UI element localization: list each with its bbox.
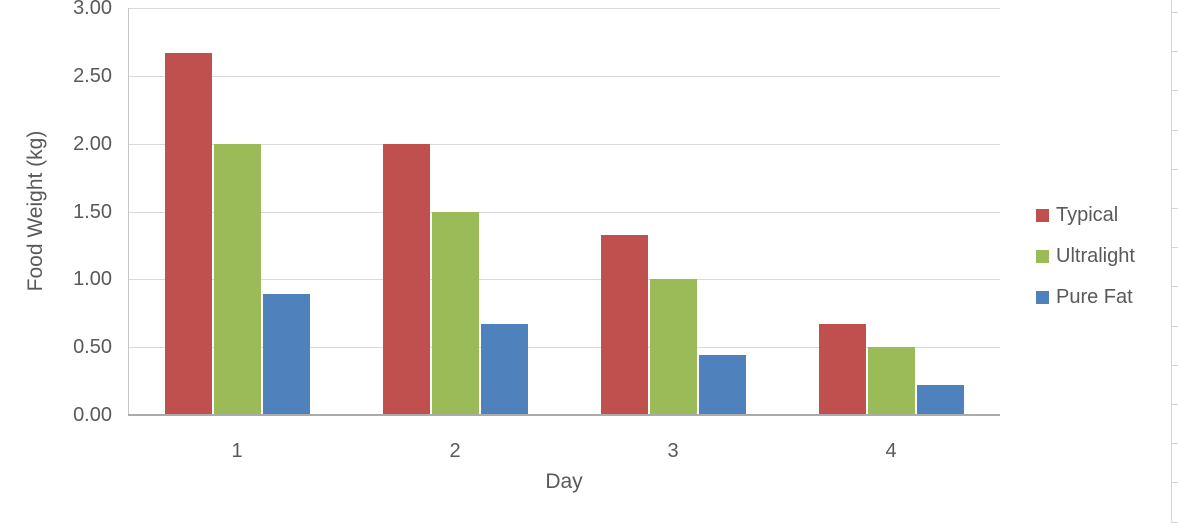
y-tick-label: 1.50 <box>73 201 112 223</box>
gridline <box>128 212 1000 213</box>
legend-swatch-icon <box>1036 291 1049 304</box>
sheet-row-gridline <box>1172 12 1178 13</box>
bar-ultralight-day-3 <box>650 279 697 415</box>
sheet-row-gridline <box>1172 208 1178 209</box>
legend-item: Typical <box>1036 195 1135 236</box>
legend-item: Pure Fat <box>1036 277 1135 318</box>
x-axis-title: Day <box>545 470 583 493</box>
legend-swatch-icon <box>1036 209 1049 222</box>
y-tick-label: 1.00 <box>73 268 112 290</box>
y-tick-label: 2.00 <box>73 133 112 155</box>
sheet-row-gridline <box>1172 247 1178 248</box>
gridline <box>128 279 1000 280</box>
y-tick-label: 2.50 <box>73 65 112 87</box>
gridline <box>128 76 1000 77</box>
bar-typical-day-4 <box>819 324 866 415</box>
sheet-row-gridline <box>1172 326 1178 327</box>
y-tick-label: 0.00 <box>73 404 112 426</box>
sheet-row-gridline <box>1172 169 1178 170</box>
y-tick-label: 0.50 <box>73 336 112 358</box>
bar-typical-day-2 <box>383 144 430 415</box>
sheet-row-gridline <box>1172 90 1178 91</box>
x-tick-label: 2 <box>449 440 461 462</box>
sheet-row-gridline <box>1172 51 1178 52</box>
sheet-row-gridline <box>1172 443 1178 444</box>
x-axis-line <box>128 414 1000 416</box>
gridline <box>128 8 1000 9</box>
sheet-row-gridline <box>1172 482 1178 483</box>
bar-pure-fat-day-4 <box>917 385 964 415</box>
legend-label: Ultralight <box>1056 245 1135 267</box>
bar-pure-fat-day-3 <box>699 355 746 415</box>
chart-legend: Typical Ultralight Pure Fat <box>1036 195 1135 318</box>
sheet-column-gridline <box>1171 0 1172 523</box>
legend-item: Ultralight <box>1036 236 1135 277</box>
bar-ultralight-day-4 <box>868 347 915 415</box>
bar-ultralight-day-1 <box>214 144 261 415</box>
legend-label: Typical <box>1056 204 1119 226</box>
legend-swatch-icon <box>1036 250 1049 263</box>
y-axis-title: Food Weight (kg) <box>24 130 47 292</box>
y-axis-line <box>128 8 129 415</box>
x-tick-label: 1 <box>231 440 243 462</box>
sheet-row-gridline <box>1172 365 1178 366</box>
sheet-row-gridline <box>1172 404 1178 405</box>
bar-pure-fat-day-1 <box>263 294 310 415</box>
bar-ultralight-day-2 <box>432 212 479 416</box>
y-tick-label: 3.00 <box>73 0 112 19</box>
gridline <box>128 347 1000 348</box>
sheet-row-gridline <box>1172 130 1178 131</box>
bar-pure-fat-day-2 <box>481 324 528 415</box>
legend-label: Pure Fat <box>1056 286 1133 308</box>
gridline <box>128 144 1000 145</box>
sheet-row-gridline <box>1172 286 1178 287</box>
x-tick-label: 4 <box>885 440 897 462</box>
x-tick-label: 3 <box>667 440 679 462</box>
bar-typical-day-1 <box>165 53 212 415</box>
bar-typical-day-3 <box>601 235 648 415</box>
